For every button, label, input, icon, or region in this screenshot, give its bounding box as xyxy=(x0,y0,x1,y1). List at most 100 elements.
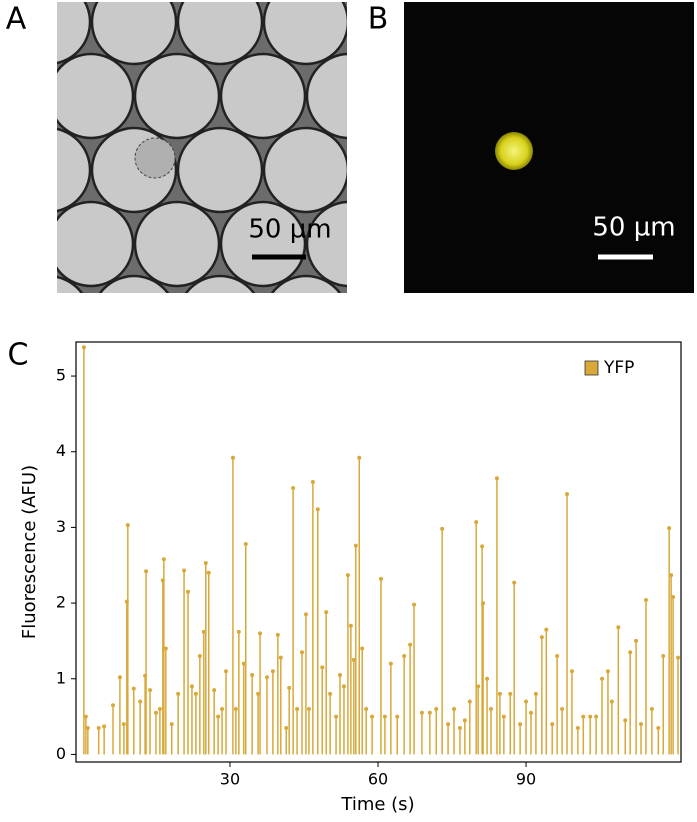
stem-marker xyxy=(224,669,229,674)
stem-marker xyxy=(295,707,300,712)
stem-marker xyxy=(639,722,644,727)
stem-marker xyxy=(163,646,168,651)
stem-marker xyxy=(360,646,365,651)
stem-marker xyxy=(382,714,387,719)
stem-marker xyxy=(250,672,255,677)
droplet xyxy=(0,54,47,138)
stem-marker xyxy=(402,654,407,659)
stem-marker xyxy=(310,480,315,484)
stem-marker xyxy=(669,573,674,578)
stem-marker xyxy=(306,707,311,712)
stem-marker xyxy=(485,676,490,681)
x-axis-label: Time (s) xyxy=(340,794,414,815)
stem-marker xyxy=(667,526,672,531)
stem-marker xyxy=(320,665,325,670)
stem-marker xyxy=(623,718,628,723)
stem-marker xyxy=(189,684,194,689)
stem-marker xyxy=(201,629,206,634)
droplet xyxy=(90,2,178,66)
droplet xyxy=(219,200,307,288)
stem-marker xyxy=(345,573,350,578)
stem-marker xyxy=(81,345,86,350)
legend-label: YFP xyxy=(603,358,634,378)
stem-marker xyxy=(291,486,296,491)
stem-marker xyxy=(278,655,283,660)
stem-marker xyxy=(497,691,502,696)
stem-marker xyxy=(457,725,462,730)
stem-marker xyxy=(649,707,654,712)
stem-marker xyxy=(378,576,383,581)
droplet xyxy=(135,350,219,434)
cell xyxy=(134,137,176,179)
scale-bar-label: 50 µm xyxy=(248,215,331,245)
droplet xyxy=(270,274,342,293)
stem-marker xyxy=(528,710,533,715)
stem-marker xyxy=(643,598,648,603)
stem-marker xyxy=(264,675,269,680)
stem-marker xyxy=(206,570,211,575)
stem-marker xyxy=(270,669,275,674)
droplet xyxy=(305,200,347,288)
cell xyxy=(495,132,533,170)
stem-marker xyxy=(131,686,136,691)
y-tick-label: 0 xyxy=(56,744,66,763)
droplet xyxy=(57,200,135,288)
plot-frame xyxy=(75,341,682,763)
stem-marker xyxy=(258,631,263,636)
stem-marker xyxy=(474,520,479,525)
stem-marker xyxy=(565,492,570,497)
stem-marker xyxy=(353,543,358,548)
stem-marker xyxy=(512,580,517,585)
brightfield-image xyxy=(0,0,477,434)
stem-marker xyxy=(518,722,523,727)
stem-marker xyxy=(357,455,362,460)
panel-label: B xyxy=(368,2,389,37)
stem-marker xyxy=(212,688,217,693)
y-tick-label: 3 xyxy=(56,517,66,536)
stem-marker xyxy=(300,650,305,655)
stem-marker xyxy=(634,638,639,643)
stem-marker xyxy=(600,676,605,681)
stem-marker xyxy=(83,714,88,719)
stem-marker xyxy=(193,691,198,696)
x-tick-label: 60 xyxy=(368,770,388,789)
stem-marker xyxy=(161,557,166,562)
stem-marker xyxy=(609,699,614,704)
stem-marker xyxy=(555,654,560,659)
stem-marker xyxy=(315,507,320,512)
scale-bar-label: 50 µm xyxy=(592,213,675,243)
stem-marker xyxy=(157,707,162,712)
stem-marker xyxy=(434,707,439,712)
stem-marker xyxy=(481,601,486,606)
y-tick-label: 2 xyxy=(56,593,66,612)
stem-marker xyxy=(125,523,130,528)
stem-marker xyxy=(102,724,107,729)
stem-marker xyxy=(395,714,400,719)
stem-marker xyxy=(462,718,467,723)
droplet xyxy=(0,0,4,64)
stem-marker xyxy=(524,699,529,704)
stem-marker xyxy=(230,455,235,460)
droplet xyxy=(57,127,92,213)
stem-marker xyxy=(341,684,346,689)
droplet xyxy=(0,128,4,212)
stem-marker xyxy=(476,684,481,689)
stem-marker xyxy=(186,589,191,594)
stem-marker xyxy=(569,669,574,674)
stem-marker xyxy=(138,699,143,704)
droplet xyxy=(305,52,347,140)
stem-marker xyxy=(182,568,187,573)
stem-marker xyxy=(501,714,506,719)
stem-marker xyxy=(176,691,181,696)
stem-marker xyxy=(539,635,544,640)
stem-marker xyxy=(427,710,432,715)
stem-marker xyxy=(508,691,513,696)
stem-marker xyxy=(117,675,122,680)
stem-marker xyxy=(197,654,202,659)
droplet xyxy=(393,350,477,434)
droplet xyxy=(57,275,84,293)
stem-marker xyxy=(243,542,248,547)
stem-marker xyxy=(324,610,329,615)
droplet xyxy=(262,2,347,66)
stem-marker xyxy=(220,707,225,712)
